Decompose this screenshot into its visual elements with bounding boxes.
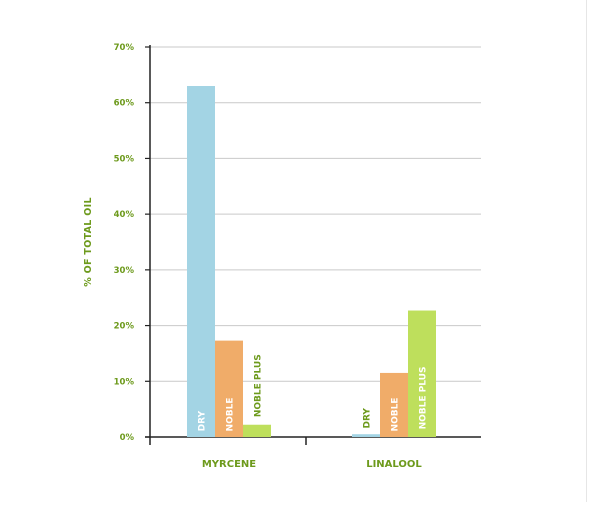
bar-linalool-noble-plus (408, 310, 436, 437)
y-axis-title: % OF TOTAL OIL (83, 197, 94, 287)
bar-linalool-dry (352, 434, 380, 437)
bar-linalool-noble (380, 372, 408, 437)
x-category-label: LINALOOL (366, 459, 422, 470)
y-tick-label: 40% (114, 210, 135, 220)
page-edge-divider (586, 0, 587, 502)
y-tick-label: 0% (120, 433, 135, 443)
y-tick-label: 70% (114, 43, 135, 53)
bar-myrcene-noble-plus (243, 424, 271, 437)
bar-myrcene-dry (187, 86, 215, 437)
bar-series-label: DRY (198, 410, 208, 431)
y-tick-label: 20% (114, 322, 135, 332)
y-tick-label: 60% (114, 99, 135, 109)
bar-myrcene-noble (215, 340, 243, 437)
bar-series-label: NOBLE PLUS (254, 354, 264, 417)
bar-series-label: NOBLE (226, 398, 236, 432)
y-tick-label: 10% (114, 377, 135, 387)
y-tick-label: 50% (114, 154, 135, 164)
bar-series-label: DRY (363, 408, 373, 429)
bar-series-label: NOBLE PLUS (419, 367, 429, 430)
y-tick-label: 30% (114, 266, 135, 276)
bar-series-label: NOBLE (391, 398, 401, 432)
x-category-label: MYRCENE (202, 459, 256, 470)
